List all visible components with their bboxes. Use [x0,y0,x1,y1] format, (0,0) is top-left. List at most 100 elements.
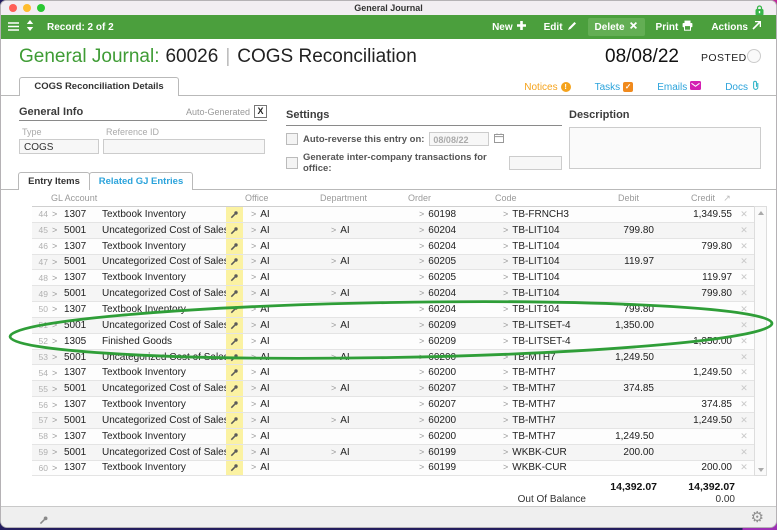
code-chevron[interactable]: > [503,383,509,394]
department-chevron[interactable]: > [331,414,337,425]
office-chevron[interactable]: > [251,367,257,378]
table-row[interactable]: 44 >1307 Textbook Inventory > AI >60198 > TB-FR… [32,207,754,223]
office-chevron[interactable]: > [251,383,257,394]
gl-account-chevron[interactable]: > [52,320,58,331]
gl-account-chevron[interactable]: > [52,462,58,473]
gl-account-chevron[interactable]: > [52,225,58,236]
gl-account-chevron[interactable]: > [52,352,58,363]
expand-table-icon[interactable]: ↗ [723,192,731,203]
gl-account-chevron[interactable]: > [52,415,58,426]
table-row[interactable]: 55 >5001 Uncategorized Cost of Sales > AI > AI… [32,381,754,398]
order-chevron[interactable]: > [419,399,425,410]
office-chevron[interactable]: > [251,335,257,346]
pin-cell[interactable] [226,333,243,349]
intercompany-office-field[interactable] [509,156,562,170]
code-chevron[interactable]: > [503,430,509,441]
row-delete-icon[interactable]: ✕ [740,446,748,457]
delete-button[interactable]: Delete [587,18,645,36]
code-chevron[interactable]: > [503,256,509,267]
scroll-up-icon[interactable] [755,207,766,218]
table-row[interactable]: 45 >5001 Uncategorized Cost of Sales > AI > AI… [32,222,754,239]
code-chevron[interactable]: > [503,462,509,473]
record-navigation-icon[interactable] [26,18,34,36]
pin-cell[interactable] [226,365,243,381]
pin-cell[interactable] [226,428,243,444]
office-chevron[interactable]: > [251,208,257,219]
office-chevron[interactable]: > [251,462,257,473]
order-chevron[interactable]: > [419,462,425,473]
department-chevron[interactable]: > [331,383,337,394]
order-chevron[interactable]: > [419,288,425,299]
department-chevron[interactable]: > [331,288,337,299]
office-chevron[interactable]: > [251,414,257,425]
gl-account-chevron[interactable]: > [52,367,58,378]
gl-account-chevron[interactable]: > [52,209,58,220]
notices-link[interactable]: Notices ! [524,82,571,93]
order-chevron[interactable]: > [419,367,425,378]
row-delete-icon[interactable]: ✕ [740,399,748,410]
row-delete-icon[interactable]: ✕ [740,462,748,473]
row-delete-icon[interactable]: ✕ [740,208,748,219]
table-row[interactable]: 49 >5001 Uncategorized Cost of Sales > AI > AI… [32,286,754,303]
office-chevron[interactable]: > [251,240,257,251]
office-chevron[interactable]: > [251,430,257,441]
auto-generated-checkbox[interactable]: X [254,105,267,118]
table-row[interactable]: 47 >5001 Uncategorized Cost of Sales > AI > AI… [32,254,754,271]
order-chevron[interactable]: > [419,383,425,394]
table-row[interactable]: 56 >1307 Textbook Inventory > AI >60207 > TB-MT… [32,397,754,413]
row-delete-icon[interactable]: ✕ [740,335,748,346]
pin-cell[interactable] [226,412,243,428]
office-chevron[interactable]: > [251,303,257,314]
order-chevron[interactable]: > [419,446,425,457]
calendar-icon[interactable] [494,133,505,146]
gl-account-chevron[interactable]: > [52,399,58,410]
gl-account-chevron[interactable]: > [52,447,58,458]
posted-toggle[interactable] [747,49,761,63]
row-delete-icon[interactable]: ✕ [740,272,748,283]
code-chevron[interactable]: > [503,335,509,346]
gl-account-chevron[interactable]: > [52,256,58,267]
pin-cell[interactable] [226,317,243,333]
minimize-window-icon[interactable] [23,4,31,12]
office-chevron[interactable]: > [251,351,257,362]
order-chevron[interactable]: > [419,335,425,346]
office-chevron[interactable]: > [251,319,257,330]
department-chevron[interactable]: > [331,319,337,330]
office-chevron[interactable]: > [251,288,257,299]
department-chevron[interactable]: > [331,446,337,457]
order-chevron[interactable]: > [419,240,425,251]
actions-button[interactable]: Actions [704,18,768,36]
description-field[interactable] [569,127,761,169]
row-delete-icon[interactable]: ✕ [740,367,748,378]
pin-cell[interactable] [226,349,243,365]
gl-account-chevron[interactable]: > [52,288,58,299]
menu-icon[interactable] [8,18,19,36]
row-delete-icon[interactable]: ✕ [740,414,748,425]
tasks-link[interactable]: Tasks ✓ [594,81,634,93]
code-chevron[interactable]: > [503,399,509,410]
new-button[interactable]: New [485,18,533,36]
office-chevron[interactable]: > [251,446,257,457]
pin-cell[interactable] [226,270,243,286]
pin-cell[interactable] [226,222,243,238]
zoom-window-icon[interactable] [37,4,45,12]
order-chevron[interactable]: > [419,351,425,362]
reference-id-field[interactable] [103,139,265,154]
edit-button[interactable]: Edit [537,18,584,37]
auto-reverse-date-field[interactable]: 08/08/22 [429,132,490,146]
order-chevron[interactable]: > [419,319,425,330]
intercompany-checkbox[interactable] [286,157,298,169]
row-delete-icon[interactable]: ✕ [740,351,748,362]
gear-icon[interactable]: ⚙ [750,509,764,526]
print-button[interactable]: Print [649,17,701,37]
pin-cell[interactable] [226,238,243,254]
code-chevron[interactable]: > [503,240,509,251]
table-scrollbar[interactable] [754,206,767,476]
order-chevron[interactable]: > [419,303,425,314]
table-row[interactable]: 53 >5001 Uncategorized Cost of Sales > AI > AI… [32,349,754,366]
type-field[interactable]: COGS [19,139,99,154]
gl-account-chevron[interactable]: > [52,304,58,315]
pin-cell[interactable] [226,381,243,397]
scroll-down-icon[interactable] [755,464,766,475]
department-chevron[interactable]: > [331,224,337,235]
